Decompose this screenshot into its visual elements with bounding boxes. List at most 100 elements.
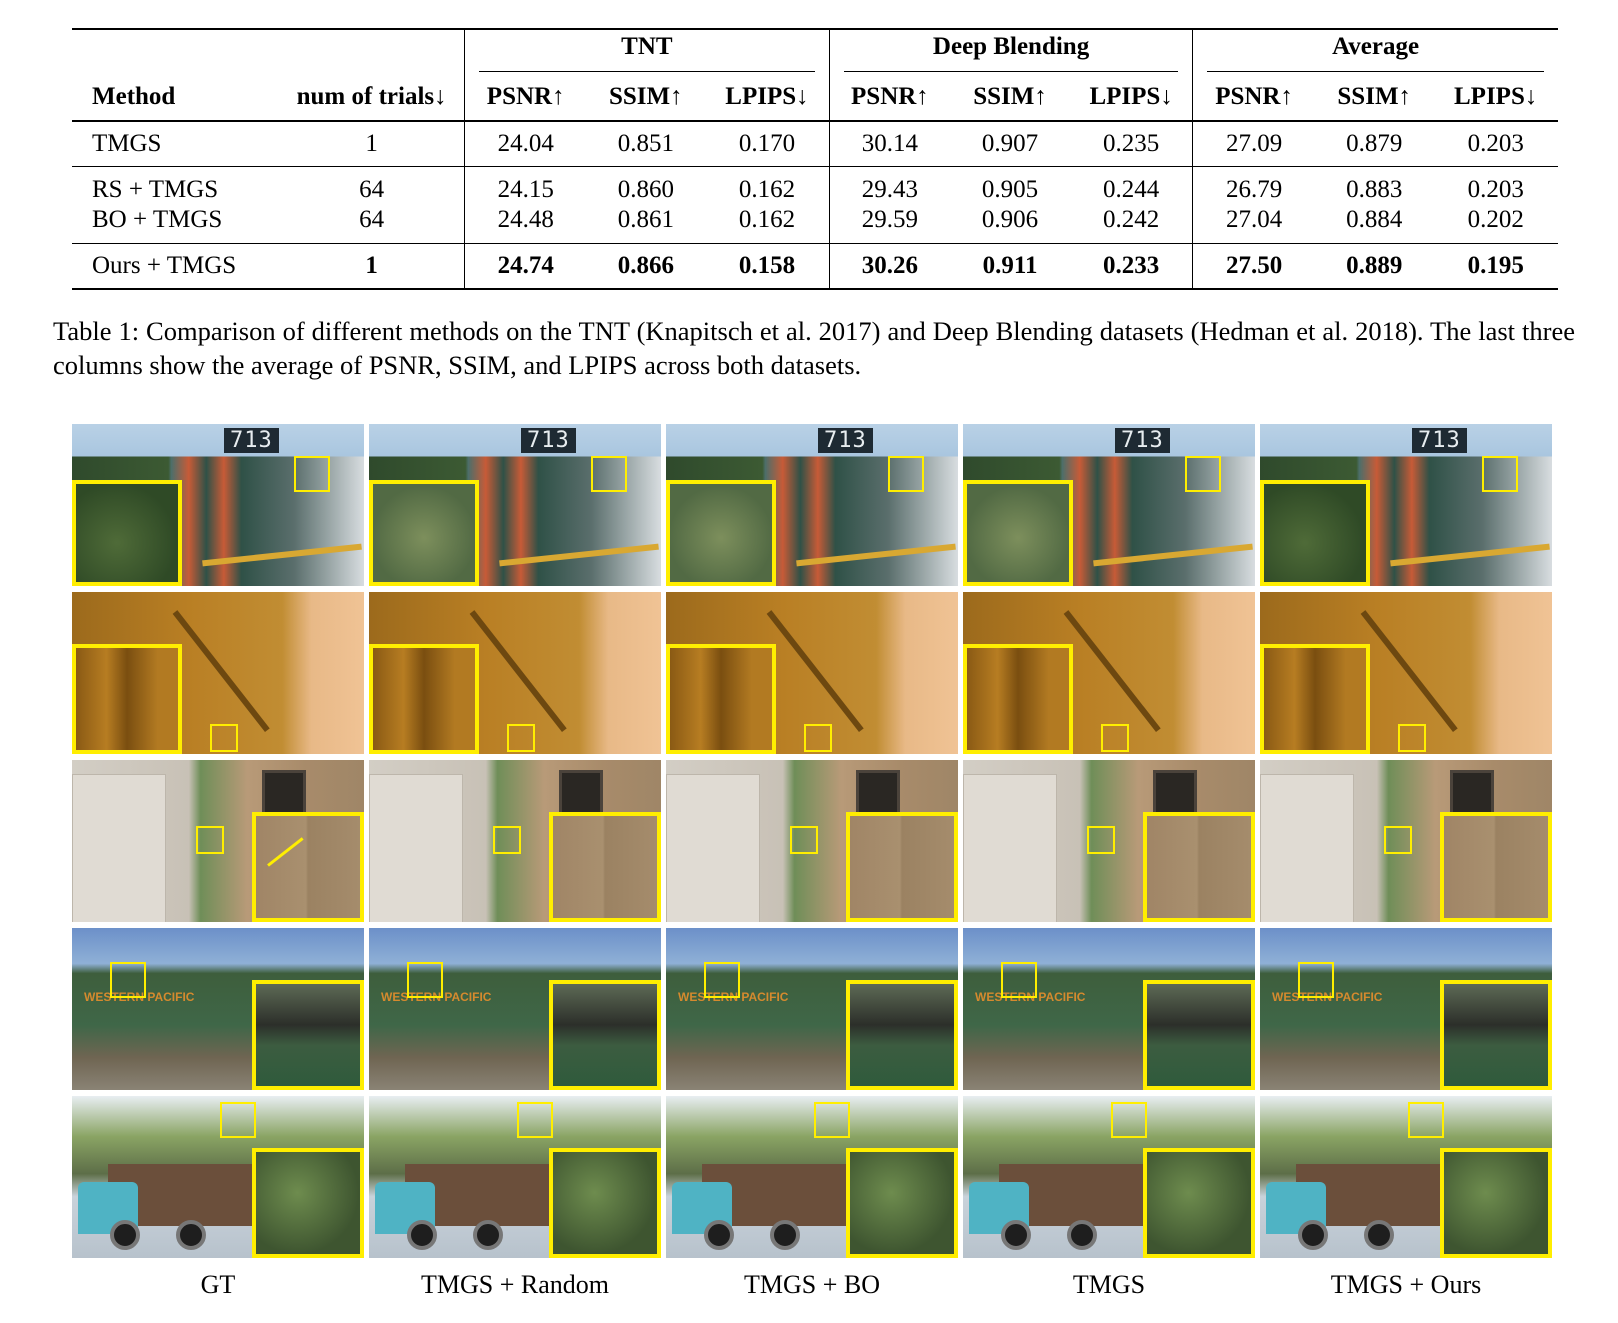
zoom-region <box>888 456 924 492</box>
train-number: 713 <box>1115 428 1170 453</box>
zoom-region <box>814 1102 850 1138</box>
group-header-tnt: TNT <box>463 28 830 74</box>
cell-value: 0.907 <box>981 130 1039 157</box>
zoom-inset <box>549 812 661 922</box>
image-random-hallway <box>369 760 661 922</box>
image-ours-truck <box>1260 1096 1552 1258</box>
wheel <box>473 1220 503 1250</box>
zoom-inset <box>666 644 776 754</box>
wheel <box>1067 1220 1097 1250</box>
cell-value: 24.15 <box>463 166 587 205</box>
image-tmgs-staircase <box>963 592 1255 754</box>
arrow-icon <box>267 837 304 867</box>
zoom-inset <box>1143 1148 1255 1258</box>
cell-value: 0.879 <box>1346 130 1403 157</box>
handrail <box>202 543 362 567</box>
zoom-region <box>1087 826 1115 854</box>
cell-value: 0.906 <box>981 206 1039 233</box>
table-caption: Table 1: Comparison of different methods… <box>53 316 1575 380</box>
image-random-locomotive: WESTERN PACIFIC <box>369 928 661 1090</box>
cell-value: 0.162 <box>704 166 830 205</box>
header-avg-ssim: SSIM↑ <box>1337 83 1412 110</box>
cell-value: 0.235 <box>1103 130 1160 157</box>
wheel <box>1001 1220 1031 1250</box>
header-trials: num of trials↓ <box>296 83 447 110</box>
stair-railing <box>766 610 864 733</box>
cell-value: 0.911 <box>949 243 1071 290</box>
zoom-region <box>704 962 740 998</box>
image-tmgs-locomotive: WESTERN PACIFIC <box>963 928 1255 1090</box>
cell-value: 27.09 <box>1192 121 1316 167</box>
zoom-region <box>517 1102 553 1138</box>
zoom-inset <box>549 1148 661 1258</box>
zoom-region <box>804 724 832 752</box>
image-gt-hallway <box>72 760 364 922</box>
image-random-train-front: 713 <box>369 424 661 586</box>
zoom-inset <box>846 980 958 1090</box>
zoom-region <box>591 456 627 492</box>
zoom-region <box>407 962 443 998</box>
column-label-gt: GT <box>200 1270 236 1299</box>
cell-value: 0.244 <box>1070 166 1193 205</box>
wheel <box>1364 1220 1394 1250</box>
image-random-staircase <box>369 592 661 754</box>
cell-value: 0.861 <box>617 206 674 233</box>
image-bo-staircase <box>666 592 958 754</box>
group-header-deep-blending: Deep Blending <box>828 28 1193 74</box>
image-random-truck <box>369 1096 661 1258</box>
cell-value: 24.04 <box>463 121 587 167</box>
zoom-inset <box>72 644 182 754</box>
cell-value: 30.14 <box>828 121 950 167</box>
zoom-region <box>294 456 330 492</box>
column-label-random: TMGS + Random <box>420 1270 609 1299</box>
zoom-inset <box>1143 980 1255 1090</box>
zoom-region <box>1408 1102 1444 1138</box>
stair-railing <box>1063 610 1161 733</box>
cell-value: 0.170 <box>738 130 796 157</box>
cell-value: 0.203 <box>1467 130 1524 157</box>
zoom-inset <box>369 644 479 754</box>
door <box>666 774 760 922</box>
header-tnt-lpips: LPIPS↓ <box>725 83 809 110</box>
cell-value: 0.889 <box>1315 243 1434 290</box>
cell-value: 0.851 <box>617 130 674 157</box>
zoom-inset <box>1143 812 1255 922</box>
cell-value: 24.74 <box>463 243 587 290</box>
zoom-region <box>1101 724 1129 752</box>
header-tnt-psnr: PSNR↑ <box>463 74 587 121</box>
zoom-inset <box>252 812 364 922</box>
cell-value: 30.26 <box>828 243 950 290</box>
header-avg-lpips: LPIPS↓ <box>1454 83 1538 110</box>
table-row-best: Ours + TMGS 1 24.74 0.866 0.158 30.26 0.… <box>72 243 1558 290</box>
image-gt-train-front: 713 <box>72 424 364 586</box>
cell-value: 0.158 <box>704 243 830 290</box>
column-label-ours: TMGS + Ours <box>1330 1270 1482 1299</box>
zoom-region <box>790 826 818 854</box>
wheel <box>176 1220 206 1250</box>
header-tnt-ssim: SSIM↑ <box>609 83 683 110</box>
cell-value: 0.242 <box>1103 206 1160 233</box>
train-number: 713 <box>224 428 279 453</box>
zoom-inset <box>963 480 1073 586</box>
handrail <box>1390 543 1550 567</box>
cell-trials: 64 <box>359 206 385 233</box>
header-method: Method <box>92 83 176 110</box>
handrail <box>1093 543 1253 567</box>
zoom-inset <box>1260 644 1370 754</box>
cell-value: 0.860 <box>586 166 705 205</box>
zoom-region <box>493 826 521 854</box>
image-gt-locomotive: WESTERN PACIFIC <box>72 928 364 1090</box>
image-ours-staircase <box>1260 592 1552 754</box>
zoom-inset <box>1440 980 1552 1090</box>
table-row: TMGS 1 24.04 0.851 0.170 30.14 0.907 0.2… <box>72 121 1558 167</box>
results-table: TNT Deep Blending Average Method num of … <box>72 28 1558 290</box>
image-bo-train-front: 713 <box>666 424 958 586</box>
image-ours-train-front: 713 <box>1260 424 1552 586</box>
cell-value: 29.43 <box>828 166 950 205</box>
stair-railing <box>172 610 270 733</box>
zoom-region <box>220 1102 256 1138</box>
door <box>1260 774 1354 922</box>
image-ours-hallway <box>1260 760 1552 922</box>
door <box>963 774 1057 922</box>
cell-trials: 64 <box>279 166 465 205</box>
